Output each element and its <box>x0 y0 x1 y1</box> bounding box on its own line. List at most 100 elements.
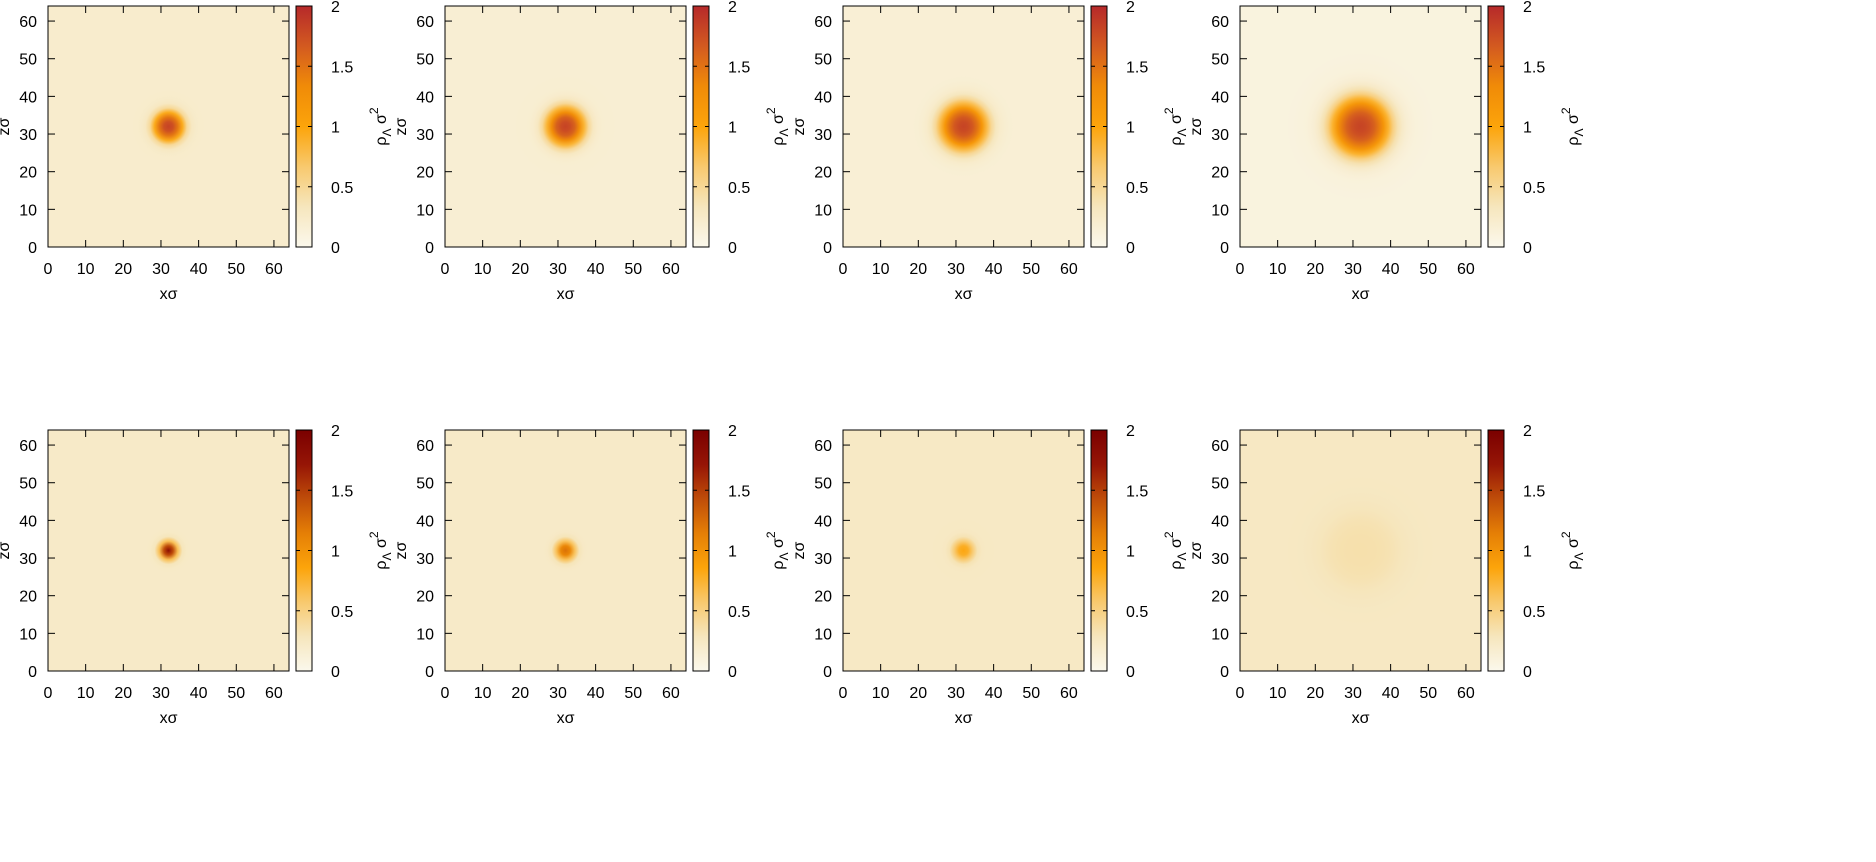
plot-frame <box>47 5 290 248</box>
plot-frame <box>1239 5 1482 248</box>
x-tick-label: 0 <box>839 685 848 702</box>
y-tick-label: 50 <box>416 52 434 69</box>
x-axis-label: xσ <box>557 286 575 303</box>
y-tick-label: 30 <box>416 551 434 568</box>
colorbar-label: ρΛ σ2 <box>1162 531 1189 569</box>
x-tick-label: 0 <box>44 261 53 278</box>
y-tick-label: 20 <box>416 165 434 182</box>
x-tick-label: 60 <box>1457 685 1475 702</box>
x-tick-label: 30 <box>152 261 170 278</box>
x-tick-label: 20 <box>511 261 529 278</box>
x-tick-label: 40 <box>190 261 208 278</box>
colorbar-tick-label: 2 <box>728 0 737 16</box>
y-tick-label: 60 <box>1211 438 1229 455</box>
colorbar-label: ρΛ σ2 <box>764 107 791 145</box>
y-tick-label: 0 <box>823 240 832 257</box>
x-tick-label: 50 <box>1022 261 1040 278</box>
x-tick-label: 40 <box>1382 685 1400 702</box>
y-axis-label: zσ <box>791 117 808 135</box>
colorbar-tick-label: 0.5 <box>331 180 353 197</box>
x-tick-label: 60 <box>1060 261 1078 278</box>
y-tick-label: 20 <box>416 589 434 606</box>
x-axis-label: xσ <box>160 710 178 727</box>
x-tick-label: 20 <box>909 685 927 702</box>
y-axis-label: zσ <box>393 117 410 135</box>
y-tick-label: 60 <box>416 438 434 455</box>
plot-frame <box>444 429 687 672</box>
y-tick-label: 40 <box>814 89 832 106</box>
colorbar-tick-label: 1.5 <box>1523 59 1545 76</box>
x-tick-label: 30 <box>1344 261 1362 278</box>
y-tick-label: 0 <box>823 664 832 681</box>
plot-frame <box>47 429 290 672</box>
x-axis-label: xσ <box>1352 710 1370 727</box>
y-tick-label: 40 <box>416 513 434 530</box>
y-tick-label: 50 <box>814 476 832 493</box>
y-tick-label: 20 <box>814 165 832 182</box>
plot-frame <box>842 429 1085 672</box>
x-tick-label: 10 <box>872 261 890 278</box>
y-axis-label: zσ <box>1188 541 1205 559</box>
y-tick-label: 20 <box>19 589 37 606</box>
colorbar-label: ρΛ σ2 <box>1162 107 1189 145</box>
colorbar-tick-label: 2 <box>331 0 340 16</box>
x-tick-label: 40 <box>587 685 605 702</box>
colorbar-tick-label: 1 <box>1126 544 1135 561</box>
plot-frame <box>444 5 687 248</box>
heatmap-panel-2: 0 10 20 30 40 50 60 0 10 20 30 40 50 60 xσ zσ 0 0.5 1 1.5 2 ρ… <box>393 0 791 303</box>
x-tick-label: 40 <box>1382 261 1400 278</box>
y-tick-label: 0 <box>1220 664 1229 681</box>
density-field <box>843 6 1084 247</box>
density-field <box>48 430 289 671</box>
colorbar-tick-label: 0.5 <box>1523 604 1545 621</box>
y-tick-label: 10 <box>1211 202 1229 219</box>
x-tick-label: 40 <box>985 261 1003 278</box>
x-tick-label: 20 <box>114 685 132 702</box>
y-tick-label: 40 <box>19 89 37 106</box>
y-tick-label: 40 <box>814 513 832 530</box>
colorbar-tick-label: 0.5 <box>1126 180 1148 197</box>
colorbar-tick-label: 2 <box>1523 0 1532 16</box>
x-tick-label: 10 <box>872 685 890 702</box>
colorbar-tick-label: 1 <box>1523 120 1532 137</box>
x-tick-label: 10 <box>77 261 95 278</box>
x-tick-label: 40 <box>985 685 1003 702</box>
colorbar-label: ρΛ σ2 <box>367 107 394 145</box>
y-tick-label: 20 <box>814 589 832 606</box>
x-tick-label: 60 <box>1060 685 1078 702</box>
x-tick-label: 0 <box>441 261 450 278</box>
x-tick-label: 20 <box>1306 261 1324 278</box>
x-tick-label: 0 <box>44 685 53 702</box>
colorbar-tick-label: 0 <box>728 240 737 257</box>
x-tick-label: 30 <box>549 685 567 702</box>
y-tick-label: 50 <box>416 476 434 493</box>
y-tick-label: 10 <box>416 626 434 643</box>
y-tick-label: 10 <box>416 202 434 219</box>
colorbar-tick-label: 0 <box>728 664 737 681</box>
x-tick-label: 20 <box>511 685 529 702</box>
colorbar-tick-label: 2 <box>331 423 340 440</box>
colorbar-tick-label: 0 <box>331 664 340 681</box>
y-tick-label: 40 <box>1211 513 1229 530</box>
colorbar-tick-label: 2 <box>728 423 737 440</box>
y-tick-label: 60 <box>1211 14 1229 31</box>
y-tick-label: 30 <box>1211 551 1229 568</box>
y-tick-label: 0 <box>28 664 37 681</box>
y-tick-label: 20 <box>1211 589 1229 606</box>
heatmap-panel-4: 0 10 20 30 40 50 60 0 10 20 30 40 50 60 xσ zσ 0 0.5 1 1.5 2 ρ… <box>1188 0 1586 303</box>
y-tick-label: 30 <box>1211 127 1229 144</box>
heatmap-panel-3: 0 10 20 30 40 50 60 0 10 20 30 40 50 60 xσ zσ 0 0.5 1 1.5 2 ρ… <box>791 0 1189 303</box>
colorbar-tick-label: 0.5 <box>728 180 750 197</box>
x-tick-label: 60 <box>265 261 283 278</box>
x-axis-label: xσ <box>160 286 178 303</box>
x-tick-label: 60 <box>1457 261 1475 278</box>
x-tick-label: 20 <box>114 261 132 278</box>
x-tick-label: 30 <box>1344 685 1362 702</box>
y-tick-label: 50 <box>1211 52 1229 69</box>
y-tick-label: 60 <box>814 438 832 455</box>
x-tick-label: 10 <box>474 261 492 278</box>
colorbar-label: ρΛ σ2 <box>367 531 394 569</box>
y-axis-label: zσ <box>1188 117 1205 135</box>
y-tick-label: 40 <box>416 89 434 106</box>
x-tick-label: 60 <box>662 685 680 702</box>
